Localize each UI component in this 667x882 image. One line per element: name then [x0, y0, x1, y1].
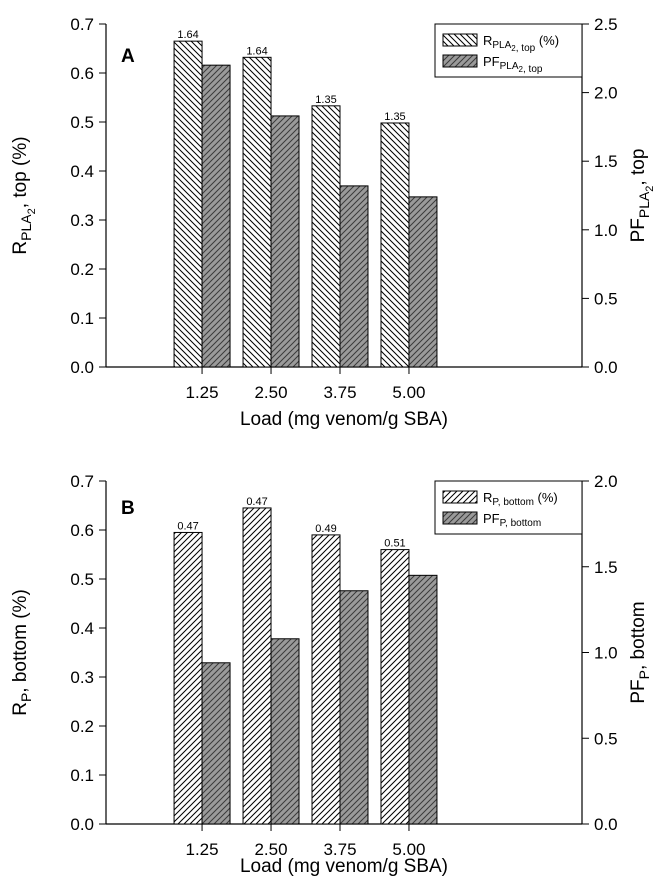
- right-tick-label: 1.0: [594, 644, 618, 663]
- left-tick-label: 0.6: [70, 64, 94, 83]
- chart-panel-b: 0.0 0.1 0.2 0.3 0.4 0.5 0.6 0.7 0.0 0.5 1.0 1.5 2.0 1…: [10, 472, 652, 877]
- right-tick-label: 2.0: [594, 472, 618, 491]
- left-tick-label: 0.1: [70, 309, 94, 328]
- x-tick-label: 1.25: [186, 383, 219, 402]
- left-tick-label: 0.0: [70, 815, 94, 834]
- right-tick-label: 2.0: [594, 84, 618, 103]
- bar: [270, 638, 300, 825]
- bar-data-label: 0.47: [177, 520, 198, 532]
- left-tick-label: 0.4: [70, 162, 94, 181]
- left-tick-label: 0.3: [70, 668, 94, 687]
- legend-label: RP, bottom (%): [483, 490, 558, 508]
- x-tick-label: 2.50: [254, 383, 287, 402]
- bar: [311, 534, 341, 825]
- y-axis-left-title: RPLA2, top (%): [10, 136, 38, 254]
- legend-box: [434, 23, 583, 78]
- left-tick-label: 0.7: [70, 472, 94, 491]
- legend-swatch: [442, 33, 478, 47]
- bar: [311, 105, 341, 368]
- legend-label: RPLA2, top (%): [483, 33, 559, 54]
- bar: [339, 590, 369, 825]
- right-tick-label: 1.5: [594, 558, 618, 577]
- bar-data-label: 1.64: [246, 45, 267, 57]
- x-tick-label: 3.75: [323, 383, 356, 402]
- right-tick-label: 0.0: [594, 358, 618, 377]
- bar-data-label: 0.47: [246, 496, 267, 508]
- x-axis-title: Load (mg venom/g SBA): [240, 856, 448, 877]
- y-axis-right-title: PFPLA2, top: [628, 149, 656, 243]
- bar-data-label: 0.51: [384, 538, 405, 550]
- right-tick-label: 0.5: [594, 289, 618, 308]
- legend-swatch: [442, 511, 478, 525]
- x-tick-label: 5.00: [392, 840, 425, 859]
- bar: [408, 196, 438, 368]
- panel-letter: A: [121, 46, 135, 67]
- chart-panel-a: 0.0 0.1 0.2 0.3 0.4 0.5 0.6 0.7 0.0 0.5 1.0 1.5 2.0 2…: [10, 15, 656, 430]
- right-tick-label: 2.5: [594, 15, 618, 34]
- left-tick-label: 0.5: [70, 570, 94, 589]
- right-tick-label: 0.0: [594, 815, 618, 834]
- left-tick-label: 0.3: [70, 211, 94, 230]
- legend-label: PFP, bottom: [483, 511, 541, 529]
- y-axis-right-title: PFP, bottom: [628, 601, 652, 703]
- right-tick-label: 0.5: [594, 729, 618, 748]
- x-tick-label: 2.50: [254, 840, 287, 859]
- bar: [242, 56, 272, 368]
- left-tick-label: 0.5: [70, 113, 94, 132]
- x-tick-label: 5.00: [392, 383, 425, 402]
- bar: [242, 507, 272, 825]
- legend-swatch: [442, 54, 478, 68]
- bar: [339, 185, 369, 368]
- left-tick-label: 0.2: [70, 717, 94, 736]
- bar-data-label: 0.49: [315, 523, 336, 535]
- bar-data-label: 1.64: [177, 29, 198, 41]
- bar-data-label: 1.35: [384, 111, 405, 123]
- bar: [270, 115, 300, 368]
- bar: [380, 549, 410, 825]
- left-tick-label: 0.4: [70, 619, 94, 638]
- left-tick-label: 0.7: [70, 15, 94, 34]
- left-tick-label: 0.1: [70, 766, 94, 785]
- bar: [173, 40, 203, 368]
- x-tick-label: 3.75: [323, 840, 356, 859]
- bar: [201, 662, 231, 825]
- left-tick-label: 0.6: [70, 521, 94, 540]
- panel-letter: B: [121, 498, 135, 519]
- x-axis-title: Load (mg venom/g SBA): [240, 409, 448, 430]
- bar: [173, 531, 203, 825]
- legend-swatch: [442, 490, 478, 504]
- bar: [380, 122, 410, 368]
- legend-box: [434, 480, 583, 535]
- legend-label: PFPLA2, top: [483, 54, 543, 75]
- bar: [408, 574, 438, 825]
- x-tick-label: 1.25: [186, 840, 219, 859]
- bar-data-label: 1.35: [315, 94, 336, 106]
- left-tick-label: 0.0: [70, 358, 94, 377]
- right-tick-label: 1.5: [594, 152, 618, 171]
- right-tick-label: 1.0: [594, 221, 618, 240]
- y-axis-left-title: RP, bottom (%): [10, 589, 34, 716]
- left-tick-label: 0.2: [70, 260, 94, 279]
- bar: [201, 64, 231, 368]
